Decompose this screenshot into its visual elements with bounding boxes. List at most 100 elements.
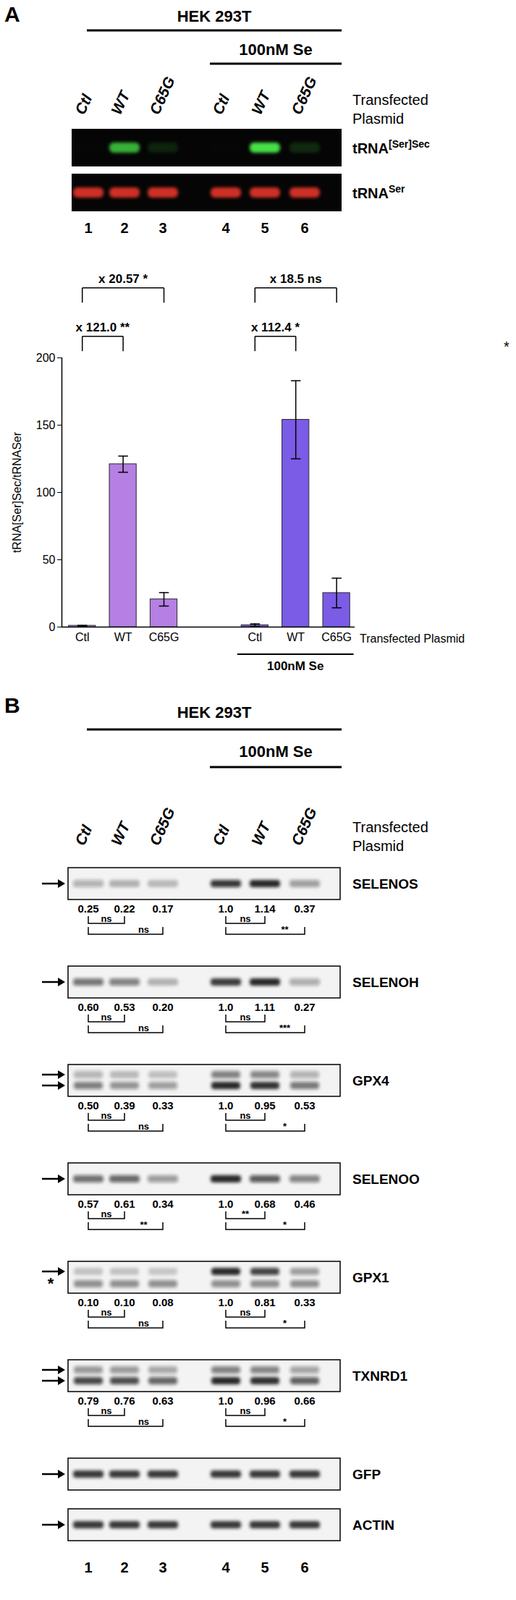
svg-text:5: 5 xyxy=(260,220,269,236)
svg-text:Plasmid: Plasmid xyxy=(352,110,404,127)
svg-text:ns: ns xyxy=(100,1208,112,1220)
svg-text:ns: ns xyxy=(100,1110,112,1122)
svg-text:*: * xyxy=(282,1121,288,1132)
svg-text:HEK 293T: HEK 293T xyxy=(177,703,252,722)
svg-text:150: 150 xyxy=(36,419,56,432)
svg-text:0.53: 0.53 xyxy=(293,1099,315,1112)
svg-text:**: ** xyxy=(241,1208,250,1220)
svg-text:0.61: 0.61 xyxy=(113,1197,135,1211)
svg-text:0.27: 0.27 xyxy=(293,1000,315,1014)
svg-text:0.57: 0.57 xyxy=(77,1197,99,1211)
svg-text:tRNA[Ser]Sec/tRNASer: tRNA[Ser]Sec/tRNASer xyxy=(10,431,24,553)
svg-text:ns: ns xyxy=(239,1110,251,1122)
svg-text:Ctl: Ctl xyxy=(71,91,96,118)
svg-text:6: 6 xyxy=(300,220,309,236)
svg-text:tRNASer: tRNASer xyxy=(352,183,406,202)
svg-text:WT: WT xyxy=(248,86,275,117)
svg-text:Ctl: Ctl xyxy=(209,91,234,118)
svg-text:Ctl: Ctl xyxy=(75,631,90,644)
svg-text:0.53: 0.53 xyxy=(113,1000,135,1014)
svg-text:Ctl: Ctl xyxy=(248,631,263,644)
svg-text:0.37: 0.37 xyxy=(293,902,315,915)
svg-text:ns: ns xyxy=(100,1307,112,1318)
svg-text:0.08: 0.08 xyxy=(151,1296,173,1309)
svg-text:ns: ns xyxy=(138,1416,150,1428)
svg-text:WT: WT xyxy=(248,817,275,848)
svg-text:x 121.0 **: x 121.0 ** xyxy=(75,320,131,335)
svg-text:***: *** xyxy=(279,1022,291,1034)
svg-text:Transfected Plasmid: Transfected Plasmid xyxy=(359,632,465,645)
svg-text:Transfected: Transfected xyxy=(352,91,429,108)
svg-text:C65G: C65G xyxy=(321,631,352,644)
svg-text:0.76: 0.76 xyxy=(113,1394,135,1407)
svg-text:A: A xyxy=(4,2,21,27)
svg-text:1.0: 1.0 xyxy=(218,1296,234,1309)
svg-text:*: * xyxy=(282,1219,288,1231)
svg-text:0.66: 0.66 xyxy=(293,1394,315,1407)
svg-text:x 18.5 ns: x 18.5 ns xyxy=(269,272,323,286)
svg-text:B: B xyxy=(4,693,21,718)
svg-text:Ctl: Ctl xyxy=(209,822,234,849)
svg-text:4: 4 xyxy=(221,220,231,236)
svg-text:0.17: 0.17 xyxy=(151,902,173,915)
svg-text:0.10: 0.10 xyxy=(77,1296,99,1309)
svg-text:*: * xyxy=(282,1317,288,1329)
svg-text:x 20.57 *: x 20.57 * xyxy=(98,272,148,286)
svg-text:0.10: 0.10 xyxy=(113,1296,135,1309)
svg-text:**: ** xyxy=(139,1219,148,1231)
svg-text:ACTIN: ACTIN xyxy=(352,1517,395,1533)
svg-text:1.0: 1.0 xyxy=(218,1099,234,1112)
svg-text:0.20: 0.20 xyxy=(151,1000,173,1014)
svg-text:0.79: 0.79 xyxy=(77,1394,99,1407)
svg-text:100: 100 xyxy=(36,486,56,499)
svg-text:0.63: 0.63 xyxy=(151,1394,173,1407)
svg-text:SELENOH: SELENOH xyxy=(352,974,420,991)
svg-text:*: * xyxy=(503,338,510,355)
svg-text:Transfected: Transfected xyxy=(352,819,429,836)
svg-text:x 112.4 *: x 112.4 * xyxy=(251,320,301,335)
svg-text:0.81: 0.81 xyxy=(254,1296,276,1309)
svg-text:HEK 293T: HEK 293T xyxy=(177,7,252,26)
svg-text:GFP: GFP xyxy=(352,1466,381,1483)
svg-text:ns: ns xyxy=(100,1011,112,1023)
svg-text:1.0: 1.0 xyxy=(218,1394,234,1407)
svg-text:ns: ns xyxy=(138,1022,150,1034)
svg-text:1.0: 1.0 xyxy=(218,1197,234,1211)
svg-text:0.95: 0.95 xyxy=(254,1099,276,1112)
svg-text:ns: ns xyxy=(100,1405,112,1417)
svg-text:100nM Se: 100nM Se xyxy=(267,659,324,674)
svg-text:200: 200 xyxy=(36,351,56,365)
svg-text:WT: WT xyxy=(286,631,305,644)
svg-text:TXNRD1: TXNRD1 xyxy=(352,1368,408,1384)
svg-text:0.34: 0.34 xyxy=(151,1197,174,1211)
svg-text:100nM Se: 100nM Se xyxy=(238,40,313,59)
svg-text:GPX1: GPX1 xyxy=(352,1270,390,1286)
svg-text:5: 5 xyxy=(260,1559,269,1576)
svg-text:C65G: C65G xyxy=(146,73,179,117)
svg-text:1.0: 1.0 xyxy=(218,1000,234,1014)
svg-text:2: 2 xyxy=(120,220,129,236)
svg-text:1: 1 xyxy=(83,220,92,236)
svg-text:ns: ns xyxy=(100,913,112,925)
svg-text:3: 3 xyxy=(158,1559,167,1576)
svg-text:0.25: 0.25 xyxy=(77,902,99,915)
svg-text:1: 1 xyxy=(83,1559,92,1576)
svg-text:Plasmid: Plasmid xyxy=(352,838,404,854)
svg-text:0: 0 xyxy=(49,620,56,634)
svg-text:0.33: 0.33 xyxy=(151,1099,173,1112)
svg-text:C65G: C65G xyxy=(146,804,179,848)
svg-text:ns: ns xyxy=(239,913,251,925)
svg-text:*: * xyxy=(282,1416,288,1428)
svg-text:GPX4: GPX4 xyxy=(352,1073,390,1089)
svg-text:0.22: 0.22 xyxy=(113,902,135,915)
svg-text:*: * xyxy=(47,1274,55,1293)
svg-text:WT: WT xyxy=(107,86,134,117)
svg-text:6: 6 xyxy=(300,1559,309,1576)
svg-text:0.50: 0.50 xyxy=(77,1099,99,1112)
svg-text:C65G: C65G xyxy=(149,631,180,644)
svg-text:C65G: C65G xyxy=(288,73,320,117)
svg-text:1.11: 1.11 xyxy=(254,1000,276,1014)
svg-text:C65G: C65G xyxy=(288,804,320,848)
svg-text:ns: ns xyxy=(239,1011,251,1023)
svg-text:SELENOS: SELENOS xyxy=(352,876,419,892)
